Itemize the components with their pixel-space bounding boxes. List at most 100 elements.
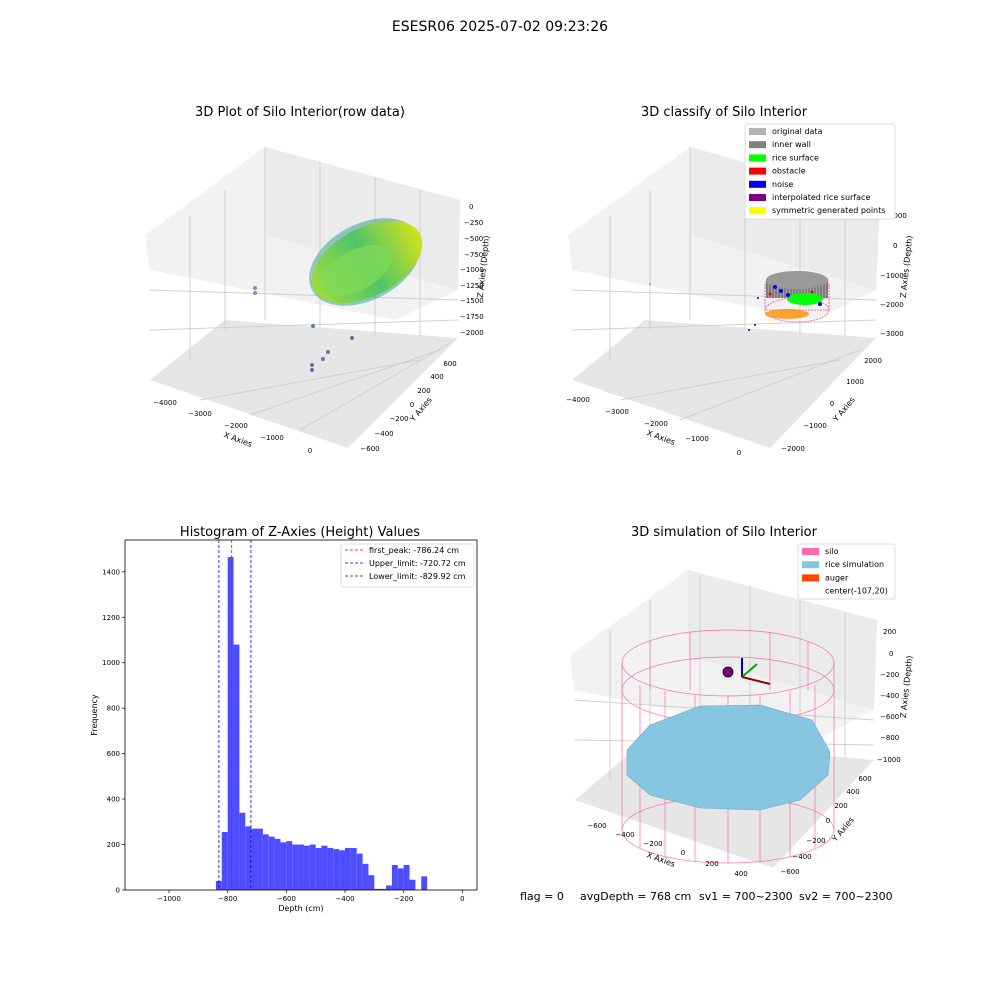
legend-label: Lower_limit: -829.92 cm [369,572,466,581]
histogram-bar [274,838,281,890]
histogram-bar [356,853,363,890]
panel1-ylabel: Y Axies [408,395,434,424]
z-tick: −1750 [460,313,484,321]
histogram-bar [421,876,428,890]
panel2-zlabel: Z Axies (Depth) [899,235,915,298]
x-tick: 200 [705,860,718,868]
histogram-reference-lines [218,540,252,890]
panel4-z-ticks: 200 0 −200 −400 −600 −800 −1000 [877,628,901,764]
panel4-xlabel: X Axies [645,850,676,869]
histogram-bar [280,842,287,890]
legend-label: Upper_limit: -720.72 cm [369,559,466,568]
histogram-bars [215,557,428,890]
histogram-bar [268,836,275,890]
sv2-text: sv2 = 700~2300 [799,890,893,903]
y-tick-label: 400 [107,796,120,804]
histogram-bar [380,888,387,890]
flag-text: flag = 0 [520,890,564,903]
x-tick: −3000 [605,408,629,416]
panel4-ylabel: Y Axies [830,815,856,844]
rice-surface-green [787,293,823,305]
histogram-bar [368,875,375,890]
y-tick-label: 1400 [102,568,120,576]
legend-label: interpolated rice surface [772,193,870,202]
z-tick: −2000 [460,329,484,337]
legend-swatch [749,167,766,175]
x-tick: −4000 [566,396,590,404]
y-tick: 400 [430,373,443,381]
z-tick: −1000 [460,266,484,274]
panel4-zlabel: Z Axies (Depth) [899,655,915,718]
y-tick-label: 0 [116,887,120,895]
panel-simulation-3d: 3D simulation of Silo Interior [570,525,914,878]
histogram-bar [262,834,269,890]
z-tick: −750 [464,251,483,259]
panel1-gridlines [149,147,459,431]
y-tick: −400 [792,853,811,861]
legend-label: first_peak: -786.24 cm [369,546,459,555]
histogram-bar [245,826,252,890]
histogram-bar [303,845,310,890]
histogram-bar [233,644,240,890]
z-tick: 0 [469,203,473,211]
panel-histogram: Histogram of Z-Axies (Height) Values −10… [90,525,478,913]
x-tick: 0 [308,447,312,455]
histogram-bar [333,849,340,890]
z-tick: 1000 [889,212,907,220]
x-tick-label: 0 [460,895,464,903]
x-tick: −3000 [188,410,212,418]
panel-raw-3d: 3D Plot of Silo Interior(row data) −4000… [145,105,491,455]
z-tick: −400 [880,692,899,700]
y-tick: 600 [858,775,871,783]
auger-marker [722,658,771,685]
legend-swatch [749,154,766,162]
histogram-xlabel: Depth (cm) [278,904,323,913]
x-tick: −4000 [153,399,177,407]
y-tick: 1000 [846,378,864,386]
z-tick: 200 [883,628,896,636]
histogram-bar [386,885,392,890]
panel1-z-ticks: 0 −250 −500 −750 −1000 −1250 −1500 −1750… [460,203,484,337]
panel4-title: 3D simulation of Silo Interior [631,525,818,540]
x-tick: −200 [643,840,662,848]
z-tick: −1000 [877,756,901,764]
histogram-bar [286,841,293,890]
panel4-x-ticks: −600 −400 −200 0 200 400 [587,822,747,878]
legend-label: silo [825,547,839,556]
z-tick: 0 [889,650,893,658]
avg-depth-text: avgDepth = 768 cm [580,890,691,903]
panel1-title: 3D Plot of Silo Interior(row data) [195,105,405,120]
x-tick: 400 [734,870,747,878]
panel1-y-ticks: −600 −400 −200 0 200 400 600 [360,360,456,453]
classified-silo [649,271,830,331]
legend-swatch [749,128,766,135]
panel1-x-ticks: −4000 −3000 −2000 −1000 0 [153,399,312,455]
panel2-floor-pane [572,320,876,448]
figure-title: ESESR06 2025-07-02 09:23:26 [392,19,608,35]
interpolated-surface-band [765,309,809,319]
x-tick: −2000 [224,422,248,430]
z-tick: −1500 [460,297,484,305]
y-tick: −600 [360,445,379,453]
x-tick-label: −200 [394,895,413,903]
histogram-bar [257,828,263,890]
legend-label: original data [772,127,823,136]
panel1-xlabel: X Axies [222,430,253,449]
z-tick: −1000 [880,272,904,280]
legend-label: noise [772,180,793,189]
panel2-z-ticks: 1000 0 −1000 −2000 −3000 [880,212,907,338]
x-tick: 0 [681,849,685,857]
histogram-bar [327,847,334,890]
x-tick: −1000 [685,435,709,443]
panel2-x-ticks: −4000 −3000 −2000 −1000 0 [566,396,741,457]
histogram-x-ticks: −1000 −800 −600 −400 −200 0 [157,890,465,903]
legend-label: auger [825,573,849,582]
center-marker [722,666,734,678]
legend-swatch [749,180,766,188]
histogram-ylabel: Frequency [90,694,99,736]
histogram-bar [321,845,328,890]
x-tick: −2000 [644,420,668,428]
legend-label: obstacle [772,167,806,176]
y-tick: 200 [834,802,847,810]
histogram-bar [315,847,322,890]
